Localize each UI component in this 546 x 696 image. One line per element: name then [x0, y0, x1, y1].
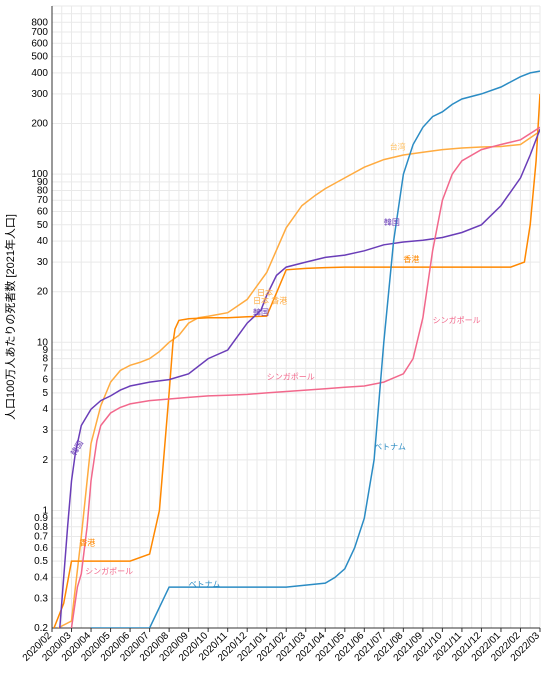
series-label-ベトナム: ベトナム	[374, 443, 406, 452]
y-tick-label: 20	[37, 287, 49, 298]
series-label-シンガポール-3: シンガポール	[85, 566, 133, 576]
y-tick-label: 400	[31, 68, 48, 79]
y-tick-label: 50	[37, 220, 49, 231]
line-chart: 0.20.30.40.50.60.70.80.91234567891020304…	[0, 0, 546, 696]
y-tick-label: 30	[37, 257, 49, 268]
y-tick-label: 300	[31, 89, 48, 100]
y-tick-label: 0.4	[34, 572, 48, 583]
y-axis-title: 人口100万人あたりの死者数 [2021年人口]	[3, 214, 17, 420]
y-tick-label: 0.7	[34, 532, 48, 543]
series-label-ベトナム-2: ベトナム	[189, 580, 221, 589]
series-label-日本-2: 日本 香港	[253, 296, 287, 306]
series-label-香港-2: 香港	[79, 537, 95, 547]
series-label-香港: 香港	[403, 254, 419, 264]
y-tick-label: 2	[42, 455, 48, 466]
y-tick-label: 4	[42, 404, 48, 415]
y-tick-label: 1	[42, 505, 48, 516]
chart-svg: 0.20.30.40.50.60.70.80.91234567891020304…	[0, 0, 546, 696]
y-tick-label: 3	[42, 425, 48, 436]
y-tick-label: 700	[31, 27, 48, 38]
y-tick-label: 800	[31, 17, 48, 28]
y-tick-label: 0.5	[34, 556, 48, 567]
y-tick-label: 40	[37, 236, 49, 247]
y-tick-label: 7	[42, 363, 48, 374]
y-tick-label: 60	[37, 206, 49, 217]
y-tick-label: 5	[42, 388, 48, 399]
y-tick-label: 0.3	[34, 593, 48, 604]
y-tick-label: 6	[42, 375, 48, 386]
y-tick-label: 70	[37, 195, 49, 206]
series-label-シンガポール-2: シンガポール	[267, 372, 315, 382]
series-label-台湾: 台湾	[390, 142, 406, 152]
y-tick-label: 100	[31, 169, 48, 180]
y-tick-label: 10	[37, 337, 49, 348]
series-label-韓国: 韓国	[384, 217, 400, 227]
y-tick-label: 0.6	[34, 543, 48, 554]
y-tick-label: 600	[31, 38, 48, 49]
series-label-韓国-3: 韓国	[253, 307, 269, 317]
series-label-シンガポール: シンガポール	[433, 315, 481, 325]
y-tick-label: 500	[31, 52, 48, 63]
y-tick-label: 200	[31, 119, 48, 130]
